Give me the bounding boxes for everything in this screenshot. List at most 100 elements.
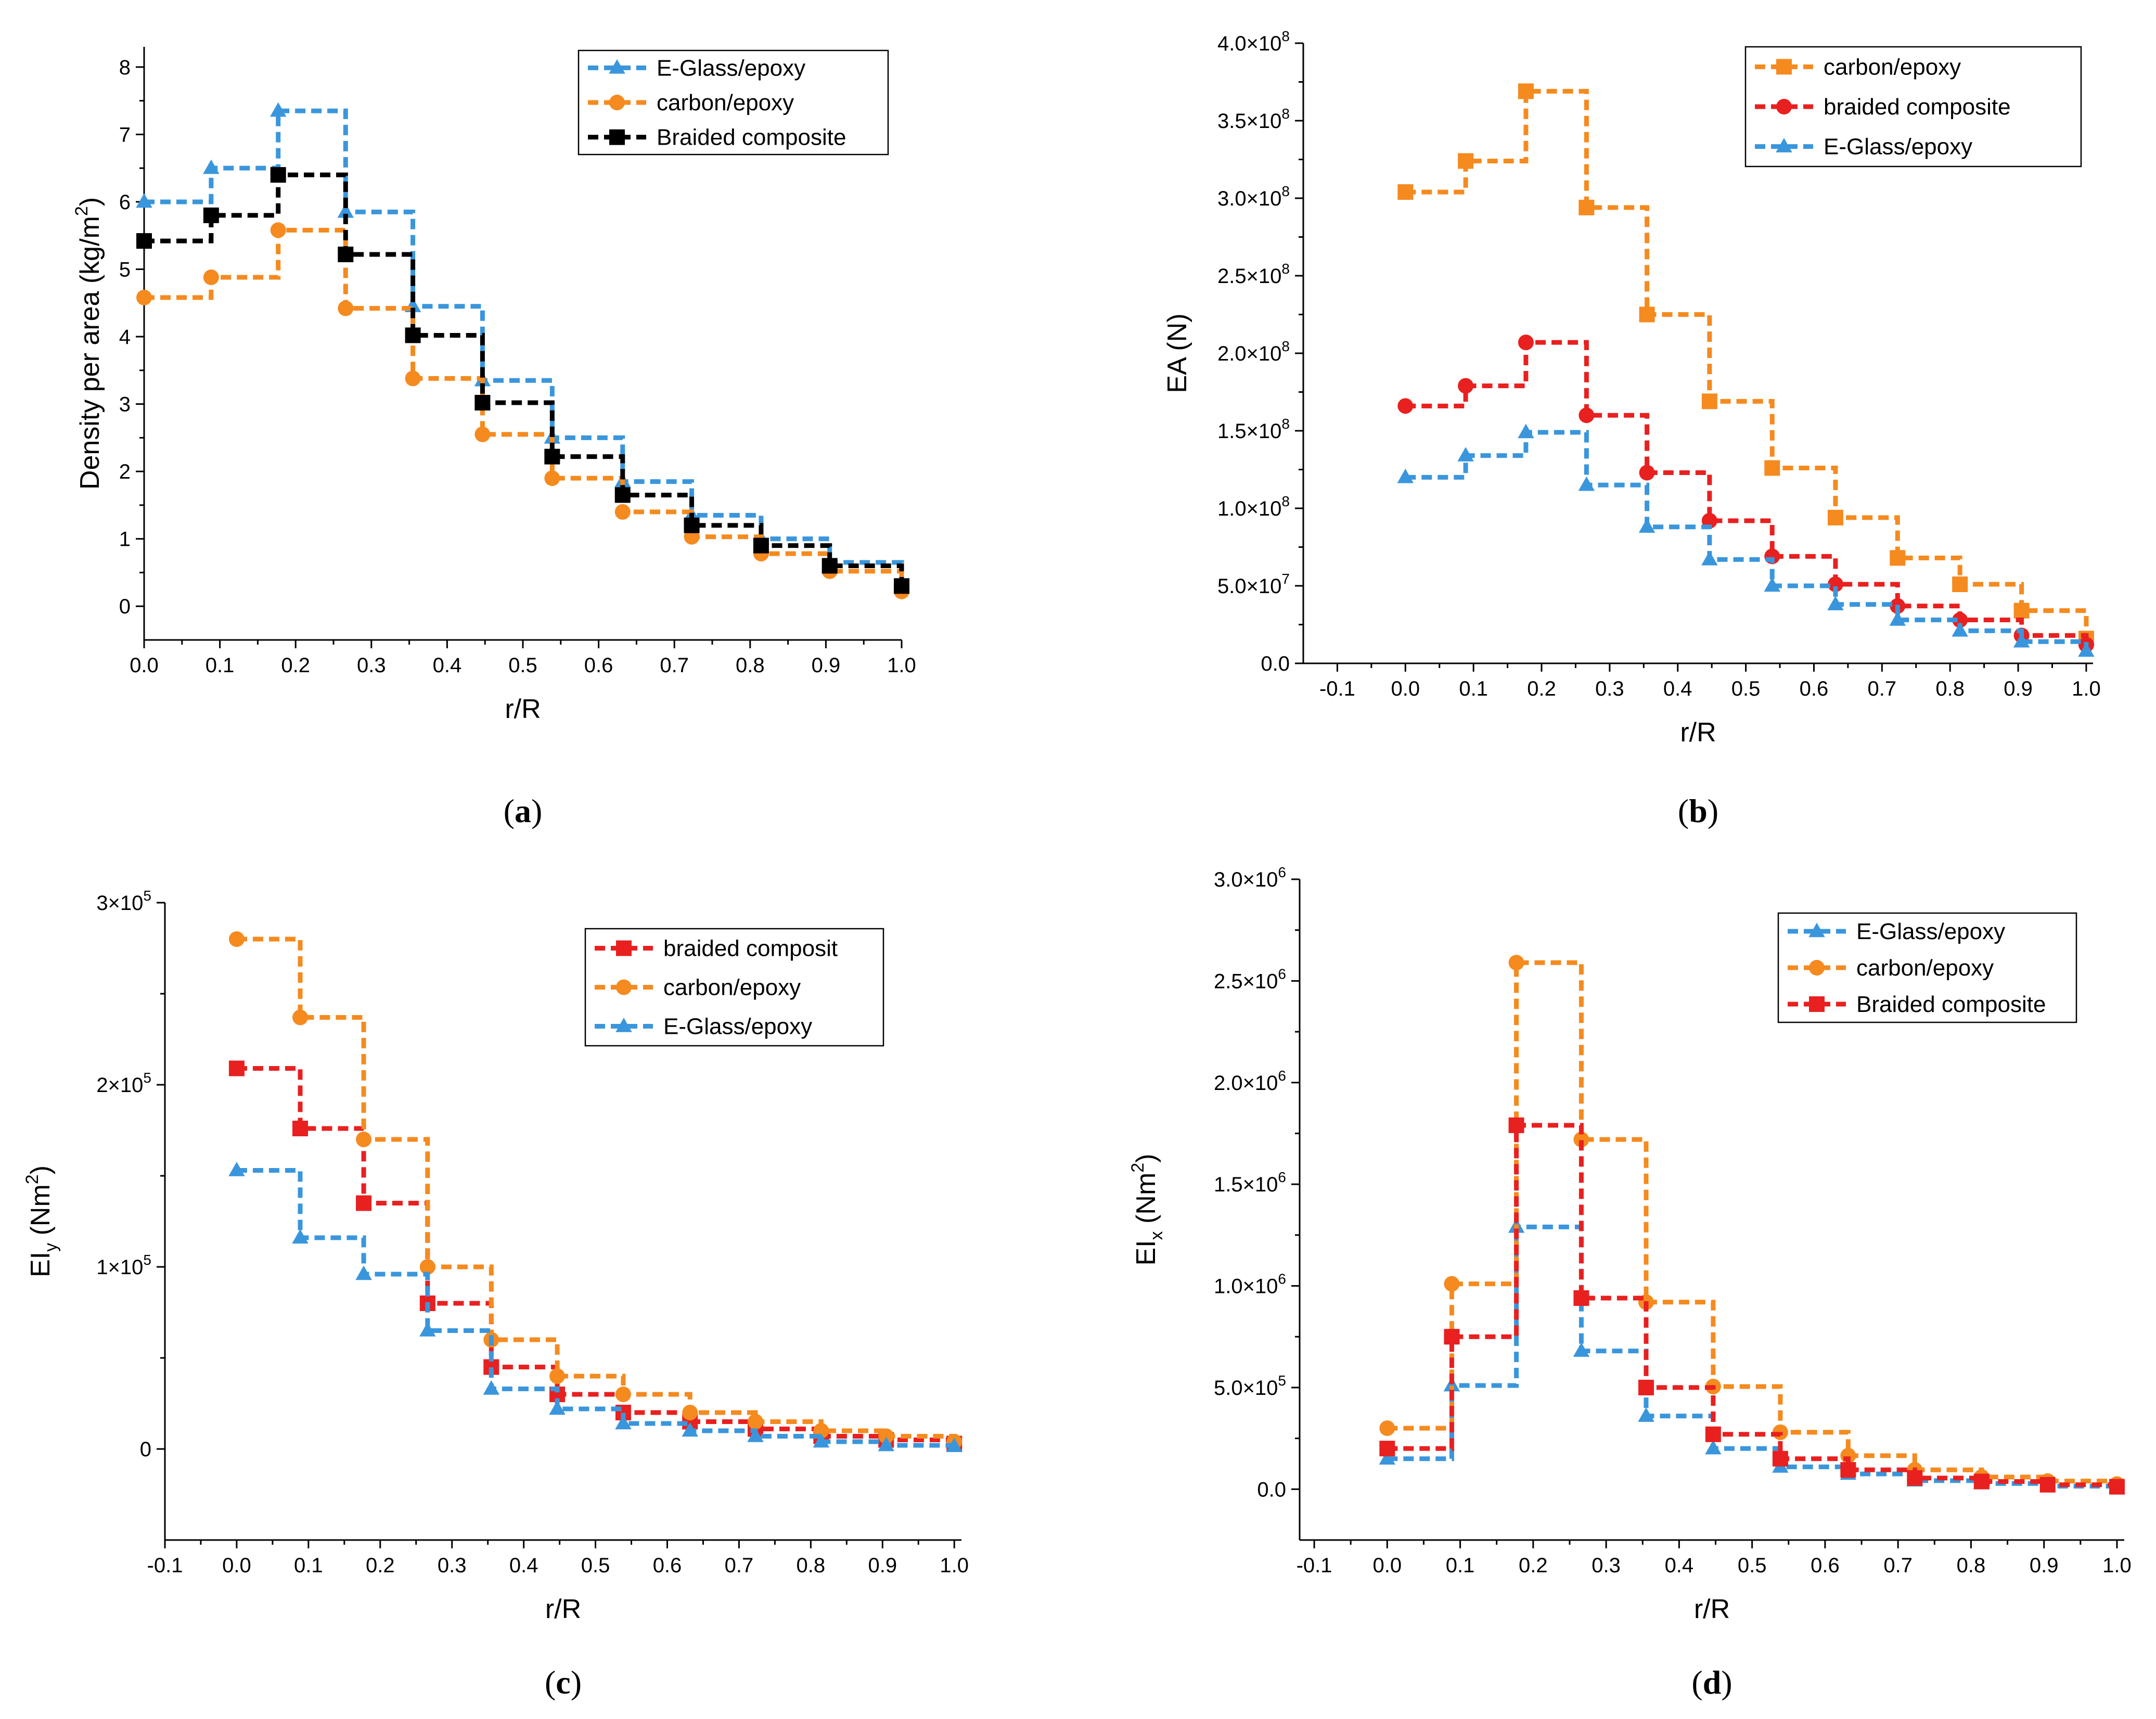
data-point-marker: [136, 233, 152, 249]
legend-marker: [609, 95, 625, 110]
data-point-marker: [1578, 199, 1595, 215]
x-tick-label: 0.9: [2030, 1554, 2059, 1577]
data-point-marker: [1639, 465, 1655, 481]
series-braided-composite: [1397, 335, 2094, 653]
series-step-line: [236, 1168, 957, 1448]
panel-label-letter: c: [556, 1664, 570, 1701]
y-tick-label: 3.5×108: [1217, 106, 1290, 133]
data-point-marker: [1573, 1342, 1590, 1357]
y-title-superscript: 2: [22, 1174, 42, 1184]
data-point-marker: [615, 1387, 631, 1402]
data-point-marker: [1457, 447, 1474, 461]
data-point-marker: [1701, 393, 1717, 409]
y-tick-exponent: 8: [1281, 183, 1290, 199]
panel-label-paren: ): [1721, 1664, 1732, 1701]
x-tick-label: 0.5: [508, 654, 537, 677]
x-tick-label: 0.1: [294, 1554, 323, 1577]
data-point-marker: [1764, 460, 1780, 476]
x-tick-label: 0.8: [736, 654, 765, 677]
y-tick-exponent: 6: [1278, 1169, 1286, 1185]
data-point-marker: [1827, 576, 1843, 593]
y-axis-title: EIy (Nm2): [22, 1165, 61, 1277]
x-tick-label: 0.5: [1738, 1554, 1767, 1577]
data-point-marker: [1952, 612, 1968, 628]
y-tick-label: 1.5×106: [1214, 1169, 1286, 1196]
data-point-marker: [822, 558, 838, 574]
data-point-marker: [419, 1259, 435, 1275]
data-point-marker: [474, 395, 491, 410]
x-tick-label: -0.1: [147, 1554, 183, 1577]
legend-label: E-Glass/epoxy: [657, 55, 805, 81]
x-tick-label: 0.1: [1459, 677, 1488, 700]
y-axis-title: EIx (Nm2): [1128, 1153, 1166, 1265]
panel-label-paren: (: [504, 792, 515, 829]
legend: carbon/epoxy braided composite E-Glass/epo…: [1744, 46, 2082, 168]
data-point-marker: [355, 1265, 372, 1280]
x-tick-label: -0.1: [1297, 1554, 1332, 1577]
y-tick-exponent: 8: [1281, 493, 1290, 509]
legend-marker: [616, 940, 632, 956]
y-tick-exponent: 8: [1281, 261, 1290, 277]
data-point-marker: [1705, 1426, 1721, 1442]
data-point-marker: [270, 167, 286, 183]
y-tick-mantissa: 3.0×10: [1217, 187, 1281, 210]
x-tick-label: 0.2: [1527, 677, 1556, 700]
y-tick-mantissa: 1.0×10: [1217, 497, 1281, 520]
data-point-marker: [747, 1428, 764, 1442]
data-point-marker: [203, 159, 220, 174]
panel-label-paren: ): [571, 1664, 582, 1701]
data-point-marker: [544, 448, 560, 465]
panel-label: (a): [504, 792, 543, 829]
y-tick-label: 3: [119, 393, 131, 416]
y-tick-label: 3.0×106: [1214, 864, 1286, 891]
data-point-marker: [1705, 1440, 1722, 1455]
data-point-marker: [549, 1400, 566, 1415]
data-point-marker: [1379, 1450, 1396, 1465]
data-point-marker: [549, 1368, 566, 1384]
y-tick-exponent: 8: [1281, 338, 1290, 354]
data-point-marker: [1840, 1462, 1856, 1478]
data-point-marker: [1639, 306, 1655, 323]
y-title-text: Density per area (kg/m: [75, 216, 105, 490]
y-tick-mantissa: 1.0×10: [1214, 1275, 1278, 1298]
y-tick-mantissa: 0.0: [1257, 1478, 1286, 1501]
y-tick-mantissa: 1×10: [96, 1256, 143, 1279]
panel-label-paren: ): [1708, 792, 1718, 829]
y-title-superscript: 2: [72, 206, 92, 216]
y-title-text: EI: [1131, 1240, 1161, 1265]
data-point-marker: [878, 1436, 894, 1452]
series-step-line: [144, 172, 904, 586]
x-tick-label: 0.8: [1957, 1554, 1986, 1577]
data-point-marker: [228, 931, 245, 947]
y-tick-mantissa: 0: [140, 1438, 151, 1461]
x-axis-title: r/R: [545, 1594, 581, 1624]
y-tick-label: 0: [140, 1438, 151, 1461]
data-point-marker: [356, 1195, 372, 1211]
x-tick-label: 0.4: [1663, 677, 1692, 700]
x-tick-label: 0.7: [1883, 1554, 1913, 1577]
series-step-line: [1405, 430, 2089, 651]
y-tick-exponent: 5: [1278, 1372, 1286, 1389]
series-carbon-epoxy: [228, 931, 962, 1449]
x-tick-label: 0.6: [1811, 1554, 1840, 1577]
series-step-line: [1405, 340, 2089, 645]
data-point-marker: [1701, 550, 1718, 566]
legend-marker: [1776, 59, 1792, 75]
legend-box: [1744, 46, 2082, 168]
data-point-marker: [203, 207, 219, 223]
x-tick-label: 0.4: [433, 654, 462, 677]
data-point-marker: [1952, 576, 1968, 593]
legend-label: E-Glass/epoxy: [663, 1014, 812, 1040]
panel-label-paren: (: [545, 1664, 556, 1701]
data-point-marker: [1444, 1329, 1460, 1345]
series-step-line: [1387, 1123, 2120, 1487]
y-title-text: ): [1131, 1153, 1161, 1162]
data-point-marker: [419, 1322, 436, 1337]
y-tick-label: 7: [119, 123, 131, 146]
y-tick-label: 2.0×108: [1217, 338, 1290, 365]
legend-marker: [1808, 922, 1825, 938]
data-point-marker: [1907, 1470, 1923, 1486]
data-point-marker: [2109, 1479, 2125, 1495]
x-tick-label: 0.8: [1935, 677, 1965, 700]
